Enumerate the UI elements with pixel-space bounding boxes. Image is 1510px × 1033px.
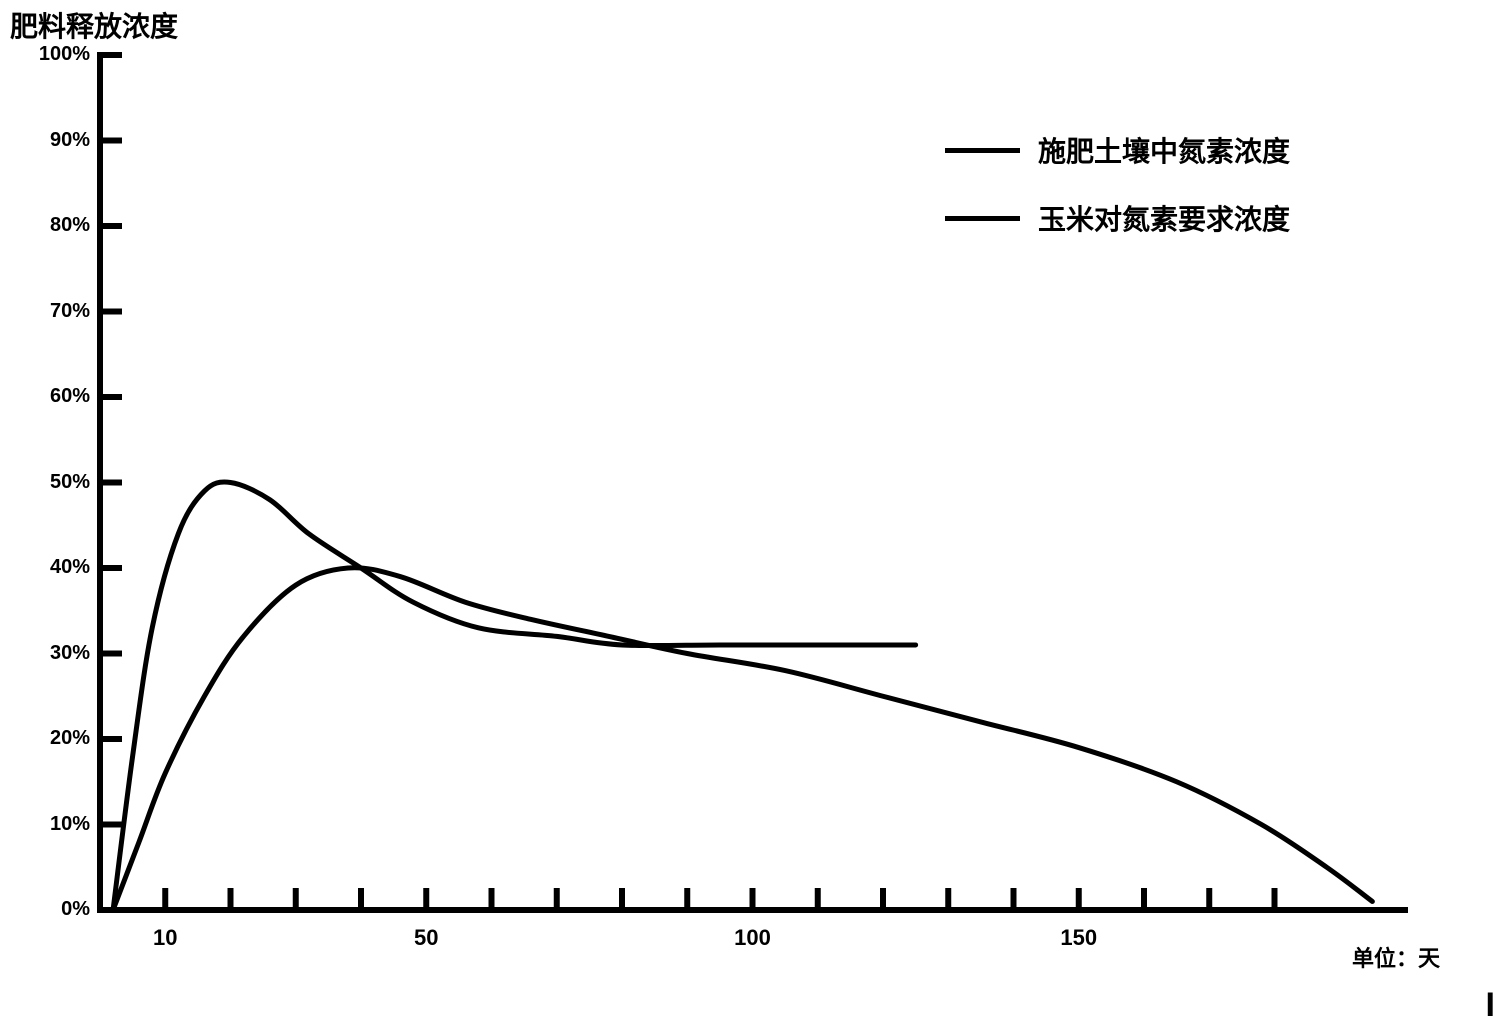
legend-label-0: 施肥土壤中氮素浓度 [1038,130,1290,170]
legend: 施肥土壤中氮素浓度 玉米对氮素要求浓度 [945,130,1290,266]
x-tick-label: 150 [1049,925,1109,951]
legend-label-1: 玉米对氮素要求浓度 [1038,198,1290,238]
x-tick-label: 10 [135,925,195,951]
legend-swatch-1 [945,216,1020,221]
y-tick-label: 100% [30,43,90,66]
chart-container: 肥料释放浓度 0%10%20%30%40%50%60%70%80%90%100%… [0,0,1510,1033]
y-tick-label: 80% [30,214,90,237]
y-tick-label: 90% [30,129,90,152]
x-tick-label: 50 [396,925,456,951]
legend-swatch-0 [945,148,1020,153]
legend-item-1: 玉米对氮素要求浓度 [945,198,1290,238]
legend-item-0: 施肥土壤中氮素浓度 [945,130,1290,170]
y-tick-label: 40% [30,556,90,579]
series-soil_nitrogen [113,482,916,910]
cursor-artifact: I [1486,986,1495,1025]
y-tick-label: 10% [30,813,90,836]
y-tick-label: 50% [30,471,90,494]
x-tick-label: 100 [723,925,783,951]
y-tick-label: 0% [30,898,90,921]
series-corn_demand [113,568,1372,910]
y-tick-label: 60% [30,385,90,408]
y-tick-label: 70% [30,300,90,323]
y-tick-label: 20% [30,727,90,750]
y-tick-label: 30% [30,642,90,665]
x-axis-title: 单位：天 [1352,941,1440,973]
